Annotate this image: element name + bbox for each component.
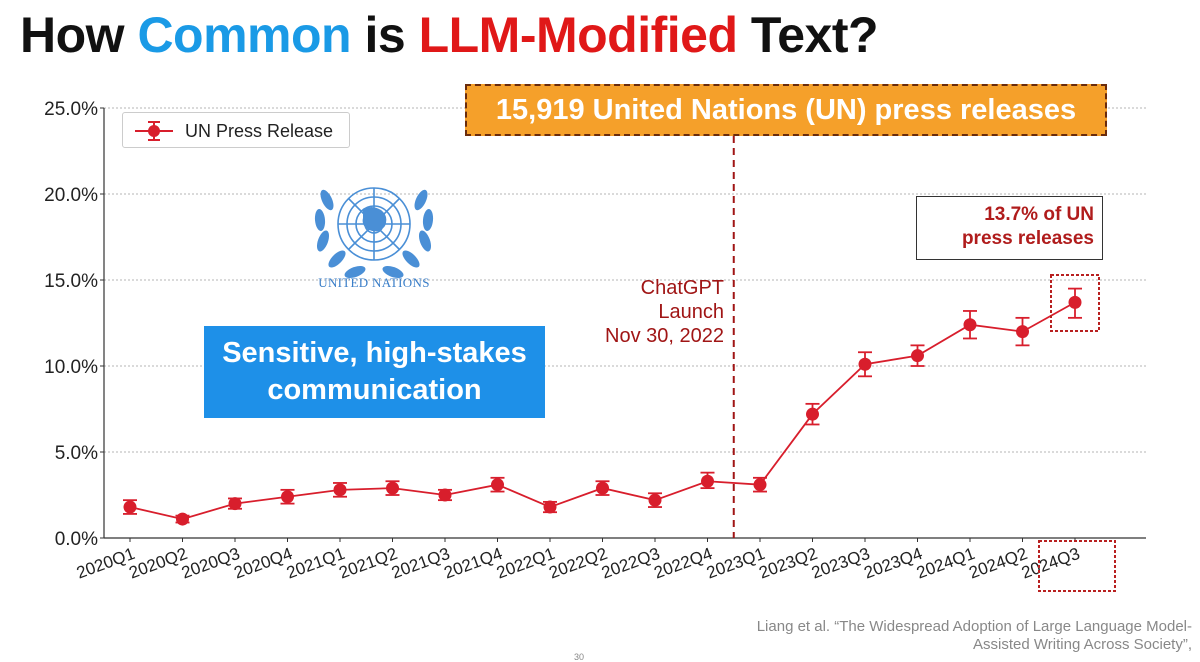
data-point [386,481,399,495]
chart-legend: UN Press Release [122,112,350,148]
un-logo-label: UNITED NATIONS [318,275,430,290]
legend-label: UN Press Release [185,121,334,141]
data-point [281,490,294,504]
y-tick-label: 0.0% [55,529,98,550]
data-point [1016,325,1029,339]
slide-title: How Common is LLM-Modified Text? [20,6,879,64]
legend-marker-icon [135,121,173,141]
highlight-point-box [1050,274,1100,332]
y-tick-label: 15.0% [44,271,98,292]
y-tick-label: 10.0% [44,357,98,378]
data-point [1068,295,1082,309]
data-point [176,512,189,526]
y-tick-label: 5.0% [55,443,98,464]
y-tick-label: 25.0% [44,99,98,120]
citation: Liang et al. “The Widespread Adoption of… [560,618,1192,654]
chart-axes [100,107,1146,542]
result-annotation: 13.7% of UN press releases [916,196,1103,260]
launch-line-3: Nov 30, 2022 [605,325,724,347]
data-point [596,481,609,495]
data-point [438,488,452,502]
data-point [858,357,872,371]
x-tick-labels: 2020Q12020Q22020Q32020Q42021Q12021Q22021… [74,544,1082,583]
data-point [543,500,557,514]
callout-box: Sensitive, high-stakes communication [204,326,545,418]
data-point [753,478,767,492]
result-line-1: 13.7% of UN [984,204,1094,225]
title-part-is: is [351,7,419,63]
title-part-how: How [20,7,138,63]
launch-line-2: Launch [658,301,724,323]
un-emblem-icon [314,187,434,279]
slide-number: 30 [574,652,585,662]
citation-line-2: Assisted Writing Across Society”, [973,636,1192,653]
highlight-label-box [1038,540,1116,592]
data-point [333,483,347,497]
data-point [806,407,819,421]
x-tick-label: 2024Q3 [1019,544,1082,583]
title-part-text: Text? [737,7,879,63]
data-point [963,318,977,332]
chatgpt-launch-annotation: ChatGPT Launch Nov 30, 2022 [560,276,724,348]
data-point [911,349,924,363]
data-point [648,493,662,507]
launch-line-1: ChatGPT [640,277,724,299]
callout-line-2: communication [267,374,482,406]
data-point [701,474,714,488]
result-line-2: press releases [961,228,1094,249]
data-point [123,500,137,514]
dataset-banner: 15,919 United Nations (UN) press release… [465,84,1107,136]
y-tick-labels: 0.0% 5.0% 10.0% 15.0% 20.0% 25.0% [44,99,98,550]
title-part-llm-modified: LLM-Modified [418,7,738,63]
y-tick-label: 20.0% [44,185,98,206]
citation-line-1: Liang et al. “The Widespread Adoption of… [756,618,1192,635]
title-part-common: Common [137,7,352,63]
data-point [491,478,504,492]
data-point [228,497,242,511]
series-un-press-release [123,287,1082,526]
highlight-2024q3 [1038,274,1116,592]
callout-line-1: Sensitive, high-stakes [222,337,527,369]
